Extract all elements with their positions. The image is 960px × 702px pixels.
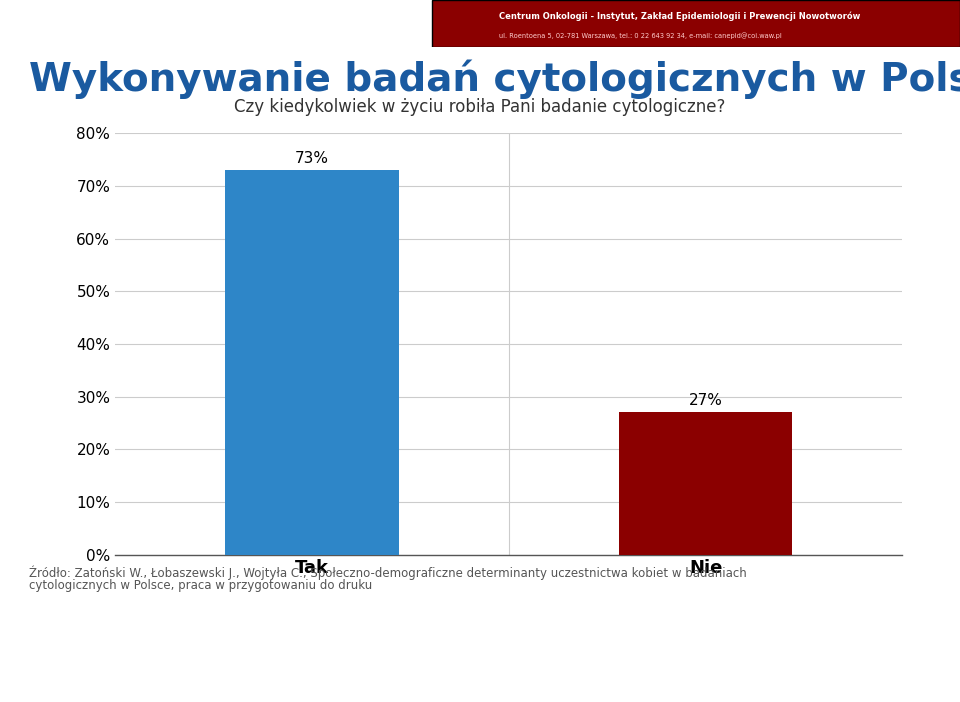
Text: Źródło: Zatoński W., Łobaszewski J., Wojtyła C., Społeczno-demograficzne determi: Źródło: Zatoński W., Łobaszewski J., Woj… bbox=[29, 565, 747, 580]
Text: ul. Roentoena 5, 02-781 Warszawa, tel.: 0 22 643 92 34, e-mail: canepid@coi.waw.: ul. Roentoena 5, 02-781 Warszawa, tel.: … bbox=[499, 32, 782, 39]
Text: Centrum Onkologii - Instytut, Zakład Epidemiologii i Prewencji Nowotworów: Centrum Onkologii - Instytut, Zakład Epi… bbox=[499, 12, 860, 21]
Text: Czy kiedykolwiek w życiu robiła Pani badanie cytologiczne?: Czy kiedykolwiek w życiu robiła Pani bad… bbox=[234, 98, 726, 117]
FancyBboxPatch shape bbox=[432, 0, 960, 47]
Text: W. Zatoński, Centrum Onkologii Instytut – Publikowanie wyłącznie po powołaniu si: W. Zatoński, Centrum Onkologii Instytut … bbox=[19, 675, 728, 687]
Bar bbox=[619, 412, 792, 555]
Bar bbox=[226, 170, 398, 555]
Text: cytologicznych w Polsce, praca w przygotowaniu do druku: cytologicznych w Polsce, praca w przygot… bbox=[29, 579, 372, 592]
Text: 19: 19 bbox=[920, 673, 941, 689]
Text: 73%: 73% bbox=[295, 151, 329, 166]
Text: Wykonywanie badań cytologicznych w Polsce, 2012: Wykonywanie badań cytologicznych w Polsc… bbox=[29, 60, 960, 99]
Text: 27%: 27% bbox=[688, 393, 723, 408]
